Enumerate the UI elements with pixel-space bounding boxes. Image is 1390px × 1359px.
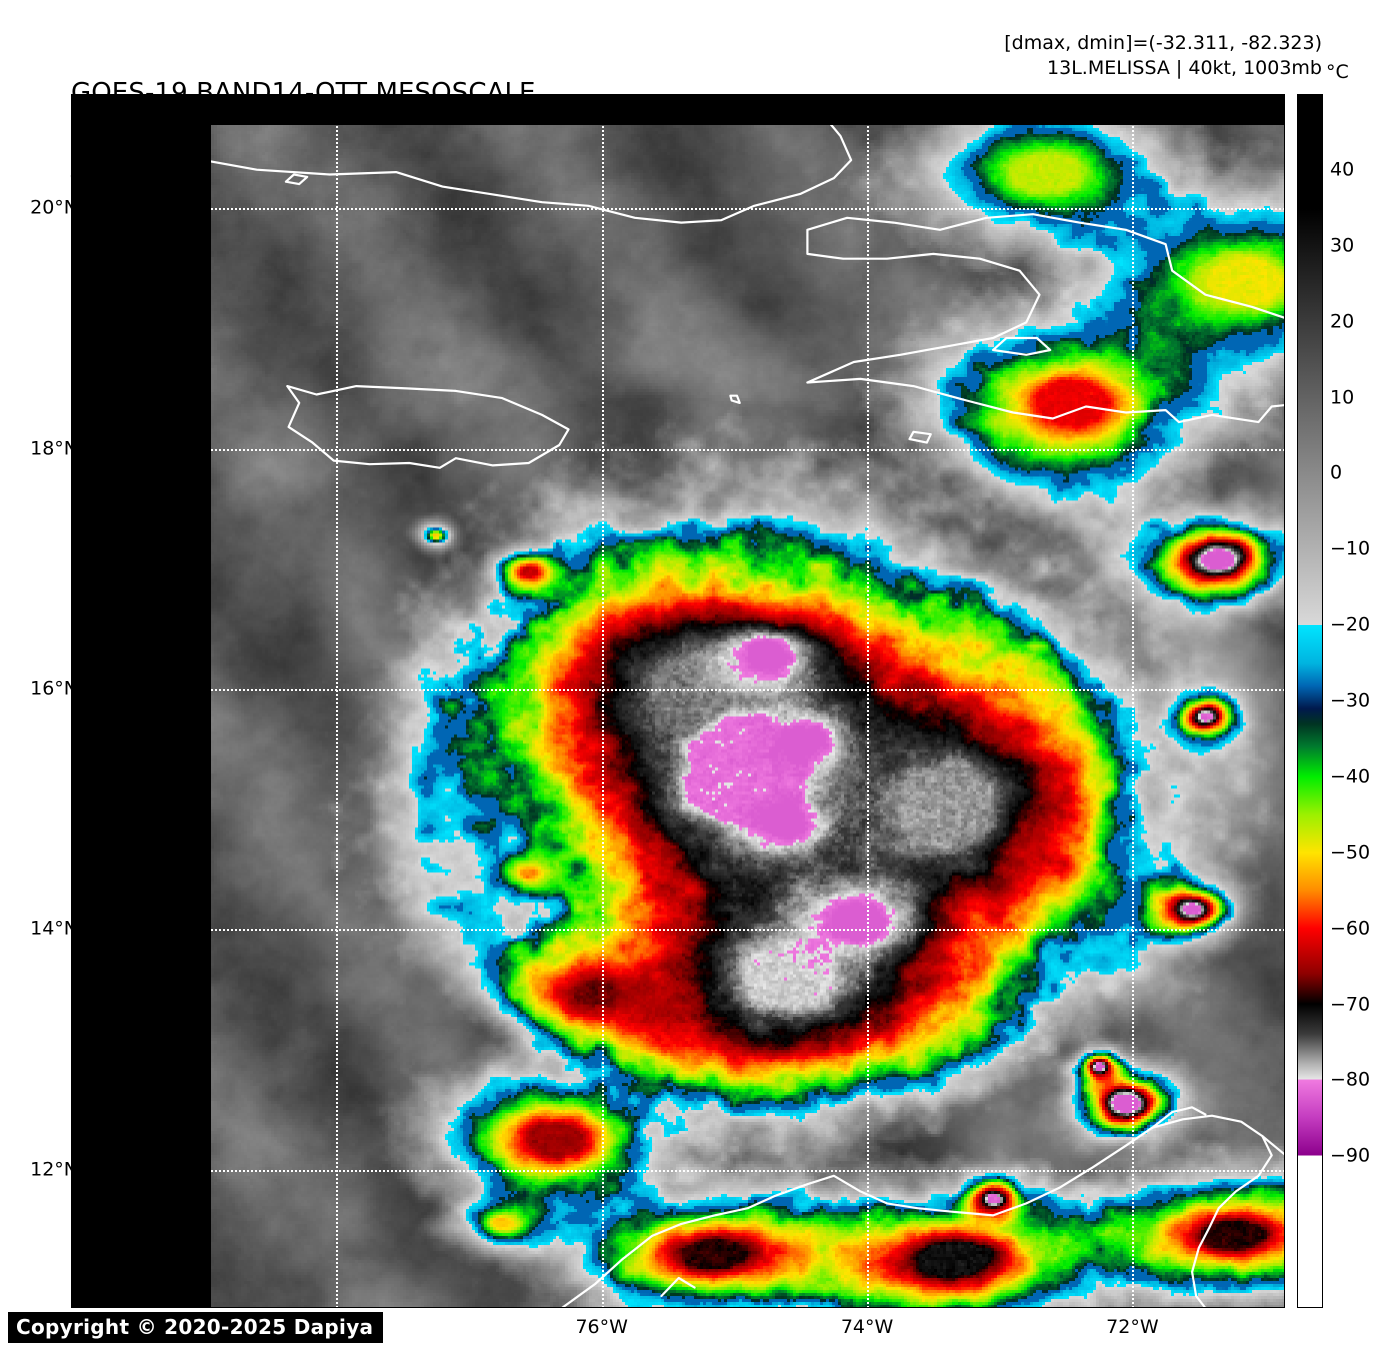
colorbar-tick-label: −20 [1330, 613, 1371, 636]
lat-tick-label: 16°N [30, 677, 78, 700]
colorbar-units-label: °C [1326, 61, 1349, 83]
colorbar-tick-label: 40 [1330, 158, 1355, 181]
product-title: GOES-19 BAND14-OTT MESOSCALE [71, 78, 536, 108]
lon-tick-label: 74°W [840, 1316, 894, 1338]
temperature-colorbar [1297, 94, 1323, 1308]
colorbar-tick-label: −30 [1330, 689, 1371, 712]
lat-tick-label: 20°N [30, 196, 78, 219]
colorbar-tick-label: 0 [1330, 461, 1343, 484]
colorbar-tick-label: −90 [1330, 1144, 1371, 1167]
colorbar-tick-label: −10 [1330, 537, 1371, 560]
data-range-label: [dmax, dmin]=(-32.311, -82.323) [1004, 32, 1322, 54]
colorbar-tick-label: 30 [1330, 234, 1355, 257]
letterbox-mask [71, 94, 211, 1308]
lon-tick-label: 72°W [1106, 1316, 1159, 1338]
colorbar-tick-label: −40 [1330, 765, 1371, 788]
lat-tick-label: 14°N [30, 917, 78, 940]
colorbar-tick-label: 20 [1330, 310, 1355, 333]
lat-tick-label: 18°N [30, 437, 78, 460]
copyright-notice: Copyright © 2020-2025 Dapiya [8, 1312, 384, 1343]
colorbar-tick-label: −60 [1330, 917, 1371, 940]
letterbox-mask [71, 94, 1285, 125]
colorbar-tick-label: −70 [1330, 993, 1371, 1015]
colorbar-tick-label: 10 [1330, 386, 1355, 408]
satellite-plot-area [71, 94, 1285, 1308]
lat-tick-label: 12°N [30, 1158, 78, 1181]
storm-info-label: 13L.MELISSA | 40kt, 1003mb [1047, 57, 1322, 79]
lon-tick-label: 76°W [575, 1316, 628, 1338]
colorbar-tick-label: −50 [1330, 841, 1371, 864]
header-metadata: [dmax, dmin]=(-32.311, -82.323) 13L.MELI… [762, 31, 1322, 81]
infrared-brightness-temperature-raster [211, 125, 1285, 1308]
colorbar-gradient [1297, 94, 1323, 1308]
colorbar-tick-label: −80 [1330, 1068, 1371, 1091]
